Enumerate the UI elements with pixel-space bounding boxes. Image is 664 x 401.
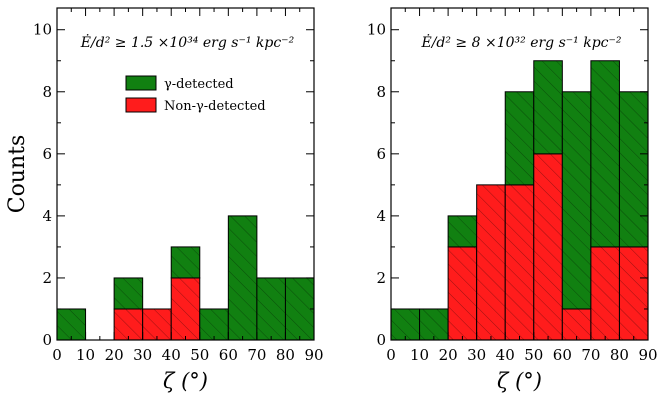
y-tick-label: 6 [42, 145, 52, 163]
x-tick-label: 70 [247, 346, 266, 364]
y-tick-label: 6 [376, 145, 386, 163]
bar-hatch-gamma-bin-20 [448, 215, 477, 247]
x-tick-label: 0 [52, 346, 62, 364]
y-tick-label: 0 [376, 331, 386, 349]
x-tick-label: 80 [276, 346, 295, 364]
energy-flux-annotation: Ė/d² ≥ 8 ×10³² erg s⁻¹ kpc⁻² [420, 33, 621, 51]
y-tick-label: 2 [42, 269, 52, 287]
histogram-panel-right: 0 10 20 30 40 50 60 70 80 90 0 2 4 6 8 10 ζ (°) Ė/d² ≥ 8 … [367, 7, 658, 393]
bar-hatch-gamma-bin-80 [619, 91, 648, 247]
x-tick-label: 70 [581, 346, 600, 364]
bar-hatch-gamma-bin-50 [533, 60, 563, 154]
bar-hatch-non-gamma-bin-40 [171, 277, 200, 340]
y-tick-label: 0 [42, 331, 52, 349]
y-tick-label: 4 [376, 207, 386, 225]
legend-swatch-non-gamma [125, 97, 157, 113]
legend-label-gamma: γ-detected [164, 77, 234, 92]
x-tick-label: 40 [496, 346, 515, 364]
x-tick-label: 40 [162, 346, 181, 364]
y-axis-label: Counts [5, 135, 30, 214]
bar-hatch-gamma-bin-40 [171, 246, 200, 278]
x-tick-label: 60 [553, 346, 572, 364]
bar-hatch-gamma-bin-80 [285, 277, 314, 340]
x-axis-label: ζ (°) [163, 369, 208, 393]
bar-hatch-gamma-bin-10 [419, 308, 449, 340]
bar-hatch-gamma-bin-60 [562, 91, 591, 309]
bar-hatch-non-gamma-bin-80 [619, 246, 648, 340]
bar-hatch-gamma-bin-70 [590, 60, 620, 247]
x-tick-label: 10 [76, 346, 95, 364]
bar-hatch-gamma-bin-60 [228, 215, 257, 340]
y-tick-label: 8 [42, 83, 52, 101]
legend-swatch-gamma [125, 75, 157, 91]
y-tick-label: 10 [367, 21, 386, 39]
y-tick-label: 10 [33, 21, 52, 39]
x-tick-label: 90 [638, 346, 657, 364]
legend: γ-detected Non-γ-detected [125, 75, 266, 114]
bar-hatch-non-gamma-bin-20 [448, 246, 477, 340]
x-tick-label: 50 [524, 346, 543, 364]
legend-label-non-gamma: Non-γ-detected [164, 99, 266, 114]
bar-hatch-gamma-bin-70 [256, 277, 286, 340]
bar-hatch-gamma-bin-40 [505, 91, 534, 185]
x-tick-label: 10 [410, 346, 429, 364]
x-axis-label: ζ (°) [497, 369, 542, 393]
x-tick-label: 0 [386, 346, 396, 364]
bar-hatch-non-gamma-bin-30 [476, 184, 506, 340]
x-tick-label: 20 [105, 346, 124, 364]
x-tick-label: 60 [219, 346, 238, 364]
y-tick-label: 8 [376, 83, 386, 101]
x-tick-label: 80 [610, 346, 629, 364]
y-tick-label: 2 [376, 269, 386, 287]
bar-hatch-non-gamma-bin-50 [533, 153, 563, 340]
bar-hatch-non-gamma-bin-60 [562, 308, 591, 340]
bar-hatch-non-gamma-bin-30 [142, 308, 172, 340]
x-tick-label: 20 [439, 346, 458, 364]
x-tick-label: 30 [467, 346, 486, 364]
bar-hatch-non-gamma-bin-40 [505, 184, 534, 340]
x-tick-label: 50 [190, 346, 209, 364]
bar-hatch-gamma-bin-0 [57, 308, 86, 340]
histogram-panel-left: 0 10 20 30 40 50 60 70 80 90 0 2 4 6 8 10 ζ (°) Counts Ė/d… [5, 7, 324, 393]
bar-hatch-gamma-bin-50 [199, 308, 229, 340]
energy-flux-annotation: Ė/d² ≥ 1.5 ×10³⁴ erg s⁻¹ kpc⁻² [80, 33, 295, 51]
bar-hatch-non-gamma-bin-20 [114, 308, 143, 340]
bar-hatch-gamma-bin-0 [391, 308, 420, 340]
bar-hatch-non-gamma-bin-70 [590, 246, 620, 340]
y-tick-label: 4 [42, 207, 52, 225]
x-tick-label: 90 [304, 346, 323, 364]
x-tick-label: 30 [133, 346, 152, 364]
bar-hatch-gamma-bin-20 [114, 277, 143, 309]
